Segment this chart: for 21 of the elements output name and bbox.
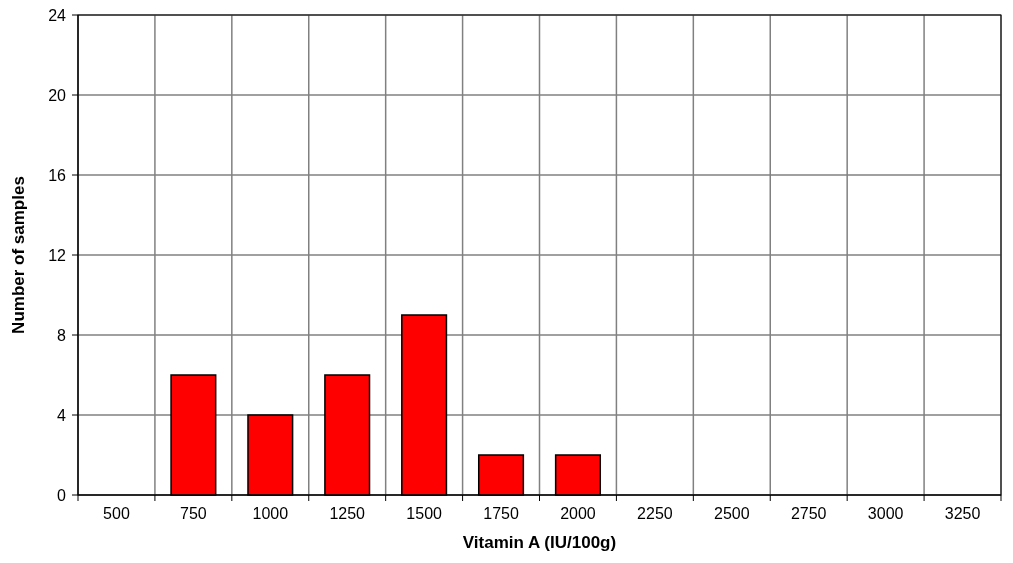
y-axis-title: Number of samples [9,176,28,334]
x-tick-label: 750 [180,505,207,522]
x-tick-label: 1250 [329,505,366,522]
x-tick-label: 2500 [713,505,750,522]
y-tick-label: 16 [48,166,67,184]
x-axis-title: Vitamin A (IU/100g) [462,533,617,552]
y-tick-label: 12 [48,246,67,264]
x-tick-label: 1750 [483,505,519,522]
x-tick-label: 3000 [867,505,904,522]
x-tick-label: 3250 [944,505,981,522]
x-tick-label: 2250 [637,505,673,522]
x-tick-label: 1500 [406,505,443,522]
x-tick-label: 2000 [560,505,596,522]
y-tick-label: 8 [57,326,67,344]
y-tick-label: 20 [48,86,67,104]
x-tick-label: 2750 [790,505,827,522]
y-tick-label: 0 [57,486,67,504]
x-tick-label: 500 [103,505,130,522]
y-tick-label: 4 [57,406,67,424]
x-tick-label: 1000 [252,505,289,522]
y-tick-label: 24 [48,6,67,24]
